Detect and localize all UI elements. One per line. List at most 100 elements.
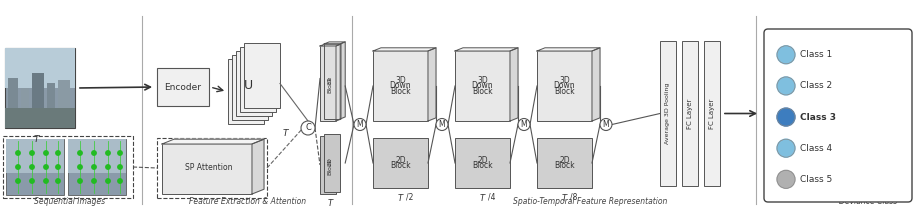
Text: $T$: $T$ bbox=[327, 197, 335, 208]
Text: 2D: 2D bbox=[477, 156, 488, 165]
Text: Deviance Class: Deviance Class bbox=[839, 197, 897, 206]
Bar bbox=[537, 51, 592, 121]
Circle shape bbox=[777, 46, 795, 64]
Circle shape bbox=[56, 151, 60, 155]
Text: Block: Block bbox=[390, 87, 410, 96]
Polygon shape bbox=[336, 44, 341, 121]
Text: 2D: 2D bbox=[395, 156, 406, 165]
Bar bbox=[320, 136, 336, 194]
Polygon shape bbox=[340, 42, 345, 119]
Text: $T$: $T$ bbox=[479, 192, 486, 203]
Bar bbox=[6, 139, 64, 195]
Text: Class 2: Class 2 bbox=[800, 81, 832, 91]
Bar bbox=[244, 43, 280, 108]
Circle shape bbox=[78, 179, 82, 183]
Circle shape bbox=[30, 151, 34, 155]
Polygon shape bbox=[162, 139, 264, 144]
Text: Average 3D Pooling: Average 3D Pooling bbox=[666, 83, 671, 144]
Text: C: C bbox=[305, 124, 311, 132]
Text: 3D: 3D bbox=[559, 76, 570, 85]
Circle shape bbox=[777, 170, 795, 188]
Bar bbox=[240, 47, 276, 112]
Text: Class 1: Class 1 bbox=[800, 50, 833, 59]
Text: M: M bbox=[356, 120, 364, 129]
Bar bbox=[21, 88, 29, 128]
Circle shape bbox=[92, 151, 96, 155]
Circle shape bbox=[118, 151, 122, 155]
Text: Block: Block bbox=[328, 158, 333, 175]
Text: Block: Block bbox=[328, 76, 333, 93]
Circle shape bbox=[44, 151, 49, 155]
Text: Down: Down bbox=[389, 81, 411, 91]
Text: 2D: 2D bbox=[559, 156, 570, 165]
Circle shape bbox=[56, 165, 60, 169]
Circle shape bbox=[16, 179, 20, 183]
Text: Class 4: Class 4 bbox=[800, 144, 832, 153]
Text: U: U bbox=[244, 79, 253, 92]
Polygon shape bbox=[537, 48, 600, 51]
Text: Encoder: Encoder bbox=[165, 83, 202, 92]
Text: 3D: 3D bbox=[477, 76, 488, 85]
Bar bbox=[68, 139, 126, 195]
Text: Block: Block bbox=[472, 87, 493, 96]
Circle shape bbox=[777, 77, 795, 95]
Text: M: M bbox=[603, 120, 609, 129]
Circle shape bbox=[436, 119, 448, 130]
Bar bbox=[455, 138, 510, 188]
Text: Feature Extraction & Attention: Feature Extraction & Attention bbox=[190, 197, 307, 206]
Text: /4: /4 bbox=[488, 192, 496, 201]
Bar bbox=[32, 73, 44, 128]
Text: 3D: 3D bbox=[328, 76, 333, 85]
Polygon shape bbox=[510, 48, 518, 121]
Circle shape bbox=[16, 151, 20, 155]
Bar bbox=[5, 48, 75, 88]
Bar bbox=[660, 41, 676, 186]
Text: FC Layer: FC Layer bbox=[687, 98, 693, 129]
Bar bbox=[5, 108, 75, 128]
Bar bbox=[58, 80, 70, 128]
Bar bbox=[455, 51, 510, 121]
Bar bbox=[162, 144, 252, 194]
Text: Sequential Images: Sequential Images bbox=[35, 197, 105, 206]
Circle shape bbox=[78, 151, 82, 155]
Text: $T$: $T$ bbox=[561, 192, 568, 203]
Bar bbox=[537, 138, 592, 188]
Polygon shape bbox=[455, 48, 518, 51]
Bar bbox=[3, 136, 133, 198]
Bar bbox=[324, 134, 340, 192]
Text: 2D: 2D bbox=[328, 157, 333, 166]
Text: M: M bbox=[439, 120, 445, 129]
Bar bbox=[324, 44, 340, 119]
Text: /2: /2 bbox=[407, 192, 414, 201]
Circle shape bbox=[30, 179, 34, 183]
Circle shape bbox=[118, 179, 122, 183]
Bar bbox=[236, 51, 272, 116]
Text: Block: Block bbox=[554, 87, 575, 96]
Circle shape bbox=[777, 108, 795, 126]
Circle shape bbox=[92, 179, 96, 183]
Polygon shape bbox=[324, 42, 345, 44]
Polygon shape bbox=[252, 139, 264, 194]
Bar bbox=[373, 51, 428, 121]
Circle shape bbox=[777, 139, 795, 157]
Text: Down: Down bbox=[553, 81, 575, 91]
Bar bbox=[6, 139, 64, 173]
Text: FC Layer: FC Layer bbox=[709, 98, 715, 129]
Text: SP Attention: SP Attention bbox=[185, 164, 233, 173]
Text: Down: Down bbox=[472, 81, 494, 91]
Bar bbox=[5, 48, 75, 128]
Text: Block: Block bbox=[554, 161, 575, 170]
Text: $T$: $T$ bbox=[397, 192, 404, 203]
Bar bbox=[320, 46, 336, 121]
FancyBboxPatch shape bbox=[764, 29, 912, 202]
Text: $T$: $T$ bbox=[282, 127, 290, 138]
Circle shape bbox=[106, 179, 110, 183]
Text: Block: Block bbox=[472, 161, 493, 170]
Polygon shape bbox=[373, 48, 436, 51]
Circle shape bbox=[518, 119, 530, 130]
Circle shape bbox=[301, 121, 315, 135]
Text: M: M bbox=[520, 120, 528, 129]
Circle shape bbox=[44, 179, 49, 183]
Polygon shape bbox=[428, 48, 436, 121]
Bar bbox=[228, 59, 264, 124]
